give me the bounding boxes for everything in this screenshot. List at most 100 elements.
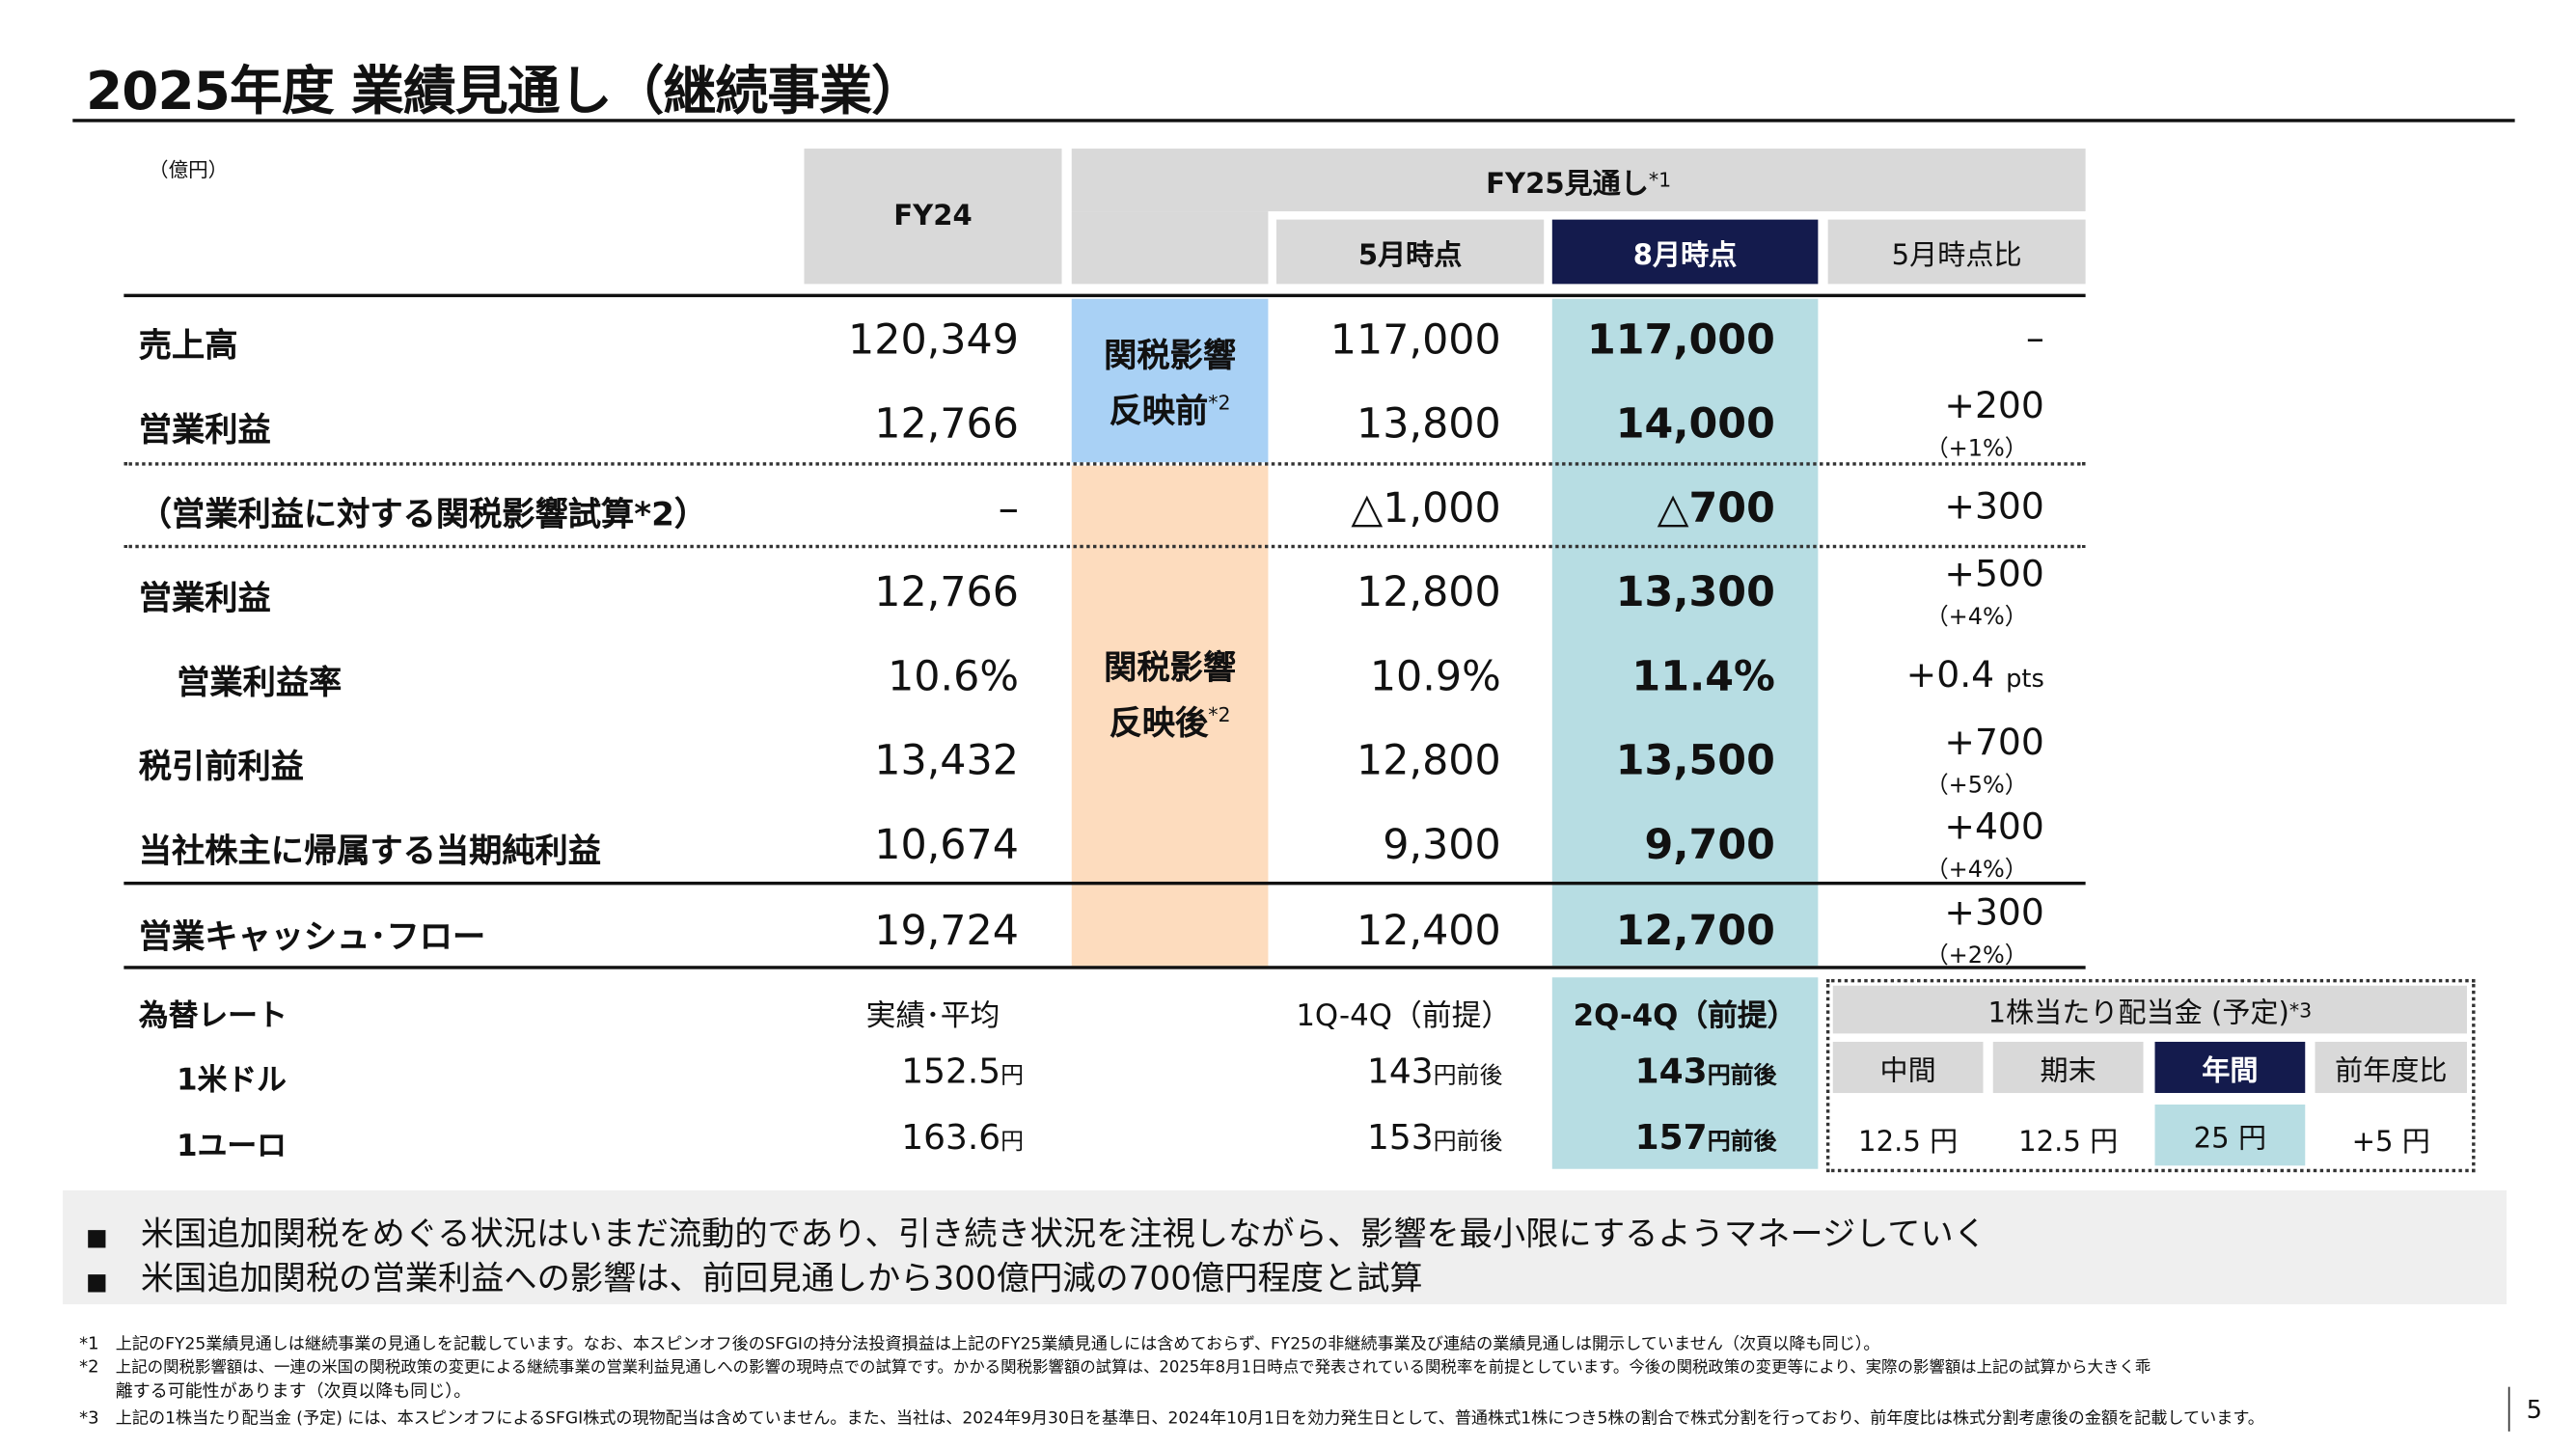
diff-value: +400	[1944, 806, 2044, 849]
tariff-after-line1: 関税影響	[1104, 646, 1237, 687]
aug-net-income: 9,700	[1644, 820, 1775, 869]
tariff-after-line2: 反映後	[1109, 702, 1209, 743]
dividend-note: *3	[2288, 997, 2313, 1022]
tariff-after-label: 関税影響反映後*2	[1072, 643, 1269, 747]
diff-pretax-income: +700	[1780, 723, 2044, 765]
fx-usd-aug: 143円前後	[1546, 1051, 1777, 1091]
unit-label: （億円）	[149, 158, 229, 182]
diff-value: +500	[1944, 555, 2044, 596]
tariff-after-note: *2	[1208, 703, 1231, 727]
fx-label: 為替レート	[138, 998, 288, 1034]
diff-net-sales: –	[1780, 318, 2044, 360]
bullet-item: ■ 米国追加関税の営業利益への影響は、前回見通しから300億円減の700億円程度と…	[86, 1251, 1423, 1299]
dividend-title-text: 1株当たり配当金 (予定)	[1987, 997, 2289, 1030]
bullet-square-icon: ■	[85, 1224, 108, 1252]
unit: 円前後	[1433, 1129, 1503, 1157]
diff-pct-operating-income-after: （+4%）	[1925, 604, 2028, 631]
aug-tariff-impact: △700	[1657, 483, 1775, 532]
summary-box	[63, 1189, 2507, 1305]
diff-operating-income: +200	[1780, 386, 2043, 427]
aug-pretax-income: 13,500	[1615, 736, 1775, 784]
row-label-operating-income-after: 営業利益	[138, 578, 271, 618]
fy24-operating-cash-flow: 19,724	[874, 906, 1019, 955]
fy24-operating-income: 12,766	[874, 399, 1019, 448]
dividend-header-interim: 中間	[1832, 1041, 1984, 1094]
footnote-mark: *3	[79, 1407, 99, 1429]
may-operating-margin: 10.9%	[1369, 652, 1501, 700]
tariff-before-line1: 関税影響	[1104, 335, 1237, 375]
unit: 円前後	[1707, 1063, 1777, 1090]
dotted-rule	[123, 462, 2086, 466]
diff-value: +300	[1944, 486, 2044, 529]
header-fy25-blank	[1071, 211, 1269, 285]
row-label-tariff-impact: （営業利益に対する関税影響試算*2）	[138, 493, 708, 533]
aug-operating-income-after: 13,300	[1615, 567, 1775, 616]
value: 143	[1366, 1051, 1434, 1092]
fy24-operating-income-after: 12,766	[874, 567, 1019, 616]
row-label-operating-cash-flow: 営業キャッシュ･フロー	[138, 915, 486, 956]
aug-column-band	[1551, 298, 1819, 967]
diff-value: +0.4	[1905, 655, 1995, 697]
diff-pct-pretax-income: （+5%）	[1925, 772, 2028, 800]
may-operating-cash-flow: 12,400	[1357, 906, 1501, 955]
bullet-text: 米国追加関税をめぐる状況はいまだ流動的であり、引き続き状況を注視しながら、影響を…	[140, 1213, 1987, 1254]
row-label-pretax-income: 税引前利益	[138, 746, 304, 786]
footnote-2: *2 上記の関税影響額は、一連の米国の関税政策の変更による継続事業の営業利益見通し…	[79, 1353, 2151, 1378]
unit: 円前後	[1707, 1129, 1777, 1157]
diff-pct-net-income: （+4%）	[1925, 857, 2028, 884]
page-title: 2025年度 業績見通し（継続事業）	[85, 59, 924, 123]
tariff-before-note: *2	[1208, 391, 1231, 415]
dividend-box	[1825, 978, 2476, 1173]
aug-operating-margin: 11.4%	[1631, 652, 1775, 700]
page-number: 5	[2526, 1395, 2542, 1426]
row-label-operating-income: 営業利益	[138, 409, 271, 450]
dividend-header-yearend: 期末	[1992, 1041, 2144, 1094]
bullet-text: 米国追加関税の営業利益への影響は、前回見通しから300億円減の700億円程度と試…	[140, 1258, 1423, 1298]
table-top-rule	[123, 293, 2086, 298]
may-operating-income-after: 12,800	[1357, 567, 1501, 616]
fy24-pretax-income: 13,432	[874, 736, 1019, 784]
tariff-before-line2: 反映前	[1109, 391, 1209, 431]
diff-operating-margin: +0.4 pts	[1780, 655, 2044, 696]
footnote-3: *3 上記の1株当たり配当金 (予定) には、本スピンオフによるSFGI株式の現物…	[79, 1404, 2264, 1429]
value: 157	[1634, 1117, 1708, 1158]
diff-tariff-impact: +300	[1780, 486, 2044, 529]
footnote-text: 上記のFY25業績見通しは継続事業の見通しを記載しています。なお、本スピンオフ後…	[115, 1335, 1880, 1354]
header-may: 5月時点	[1275, 219, 1545, 285]
header-fy24: FY24	[804, 149, 1062, 285]
header-fy25: FY25見通し *1	[1071, 149, 2086, 212]
tariff-before-band	[1071, 298, 1269, 463]
may-net-income: 9,300	[1383, 820, 1501, 869]
fy24-tariff-impact: –	[998, 483, 1019, 532]
dividend-header-annual: 年間	[2154, 1041, 2306, 1094]
value: 152.5	[901, 1051, 1001, 1092]
row-label-net-income: 当社株主に帰属する当期純利益	[138, 830, 601, 870]
diff-pct-operating-cash-flow: （+2%）	[1925, 942, 2028, 969]
header-diff: 5月時点比	[1827, 219, 2086, 285]
diff-operating-income-after: +500	[1780, 555, 2044, 596]
page-divider	[2507, 1386, 2510, 1432]
fx-fy24-head: 実績･平均	[865, 998, 1000, 1034]
diff-value: +300	[1944, 892, 2044, 935]
fx-eur-label: 1ユーロ	[177, 1129, 287, 1164]
unit: 円	[1000, 1063, 1025, 1090]
fx-eur-fy24: 163.6円	[793, 1118, 1024, 1158]
value: 143	[1634, 1051, 1708, 1092]
fx-usd-label: 1米ドル	[177, 1063, 287, 1099]
table-rule	[123, 881, 2086, 886]
diff-value: +700	[1944, 723, 2044, 765]
bullet-item: ■ 米国追加関税をめぐる状況はいまだ流動的であり、引き続き状況を注視しながら、影響…	[86, 1207, 1987, 1255]
value: 153	[1366, 1117, 1434, 1158]
may-net-sales: 117,000	[1329, 314, 1501, 364]
footnote-2-cont: 離する可能性があります（次頁以降も同じ）。	[115, 1381, 472, 1403]
unit: 円前後	[1433, 1063, 1503, 1090]
may-tariff-impact: △1,000	[1351, 483, 1501, 532]
footnote-text: 上記の1株当たり配当金 (予定) には、本スピンオフによるSFGI株式の現物配当…	[115, 1409, 2264, 1429]
row-label-net-sales: 売上高	[138, 325, 238, 366]
aug-fx-band	[1551, 977, 1819, 1169]
dividend-yearend-value: 12.5 円	[2018, 1125, 2119, 1159]
fy24-operating-margin: 10.6%	[888, 652, 1019, 700]
aug-operating-income: 14,000	[1615, 399, 1775, 448]
tariff-before-label: 関税影響反映前*2	[1072, 332, 1269, 435]
